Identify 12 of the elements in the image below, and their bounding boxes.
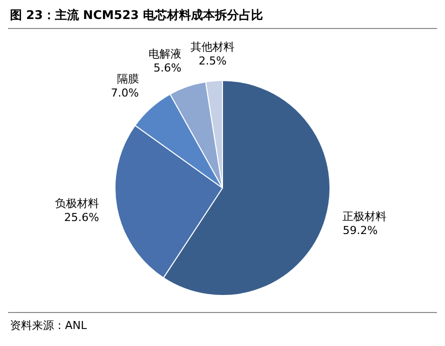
data-label: 5.6%	[153, 61, 182, 74]
data-label: 2.5%	[198, 54, 227, 68]
text: 资料来源：ANL	[10, 318, 87, 333]
slice-label: 电解液	[148, 47, 182, 60]
data-label: 59.2%	[342, 224, 378, 237]
data-label: 7.0%	[110, 86, 139, 100]
chart-title: 图 23：主流 NCM523 电芯材料成本拆分占比	[10, 7, 264, 24]
data-label: 25.6%	[64, 210, 100, 224]
slice-label: 隔膜	[116, 72, 139, 86]
slice-label: 正极材料	[342, 210, 387, 223]
slice-label: 其他材料	[190, 40, 235, 54]
slice-label: 负极材料	[55, 196, 100, 210]
